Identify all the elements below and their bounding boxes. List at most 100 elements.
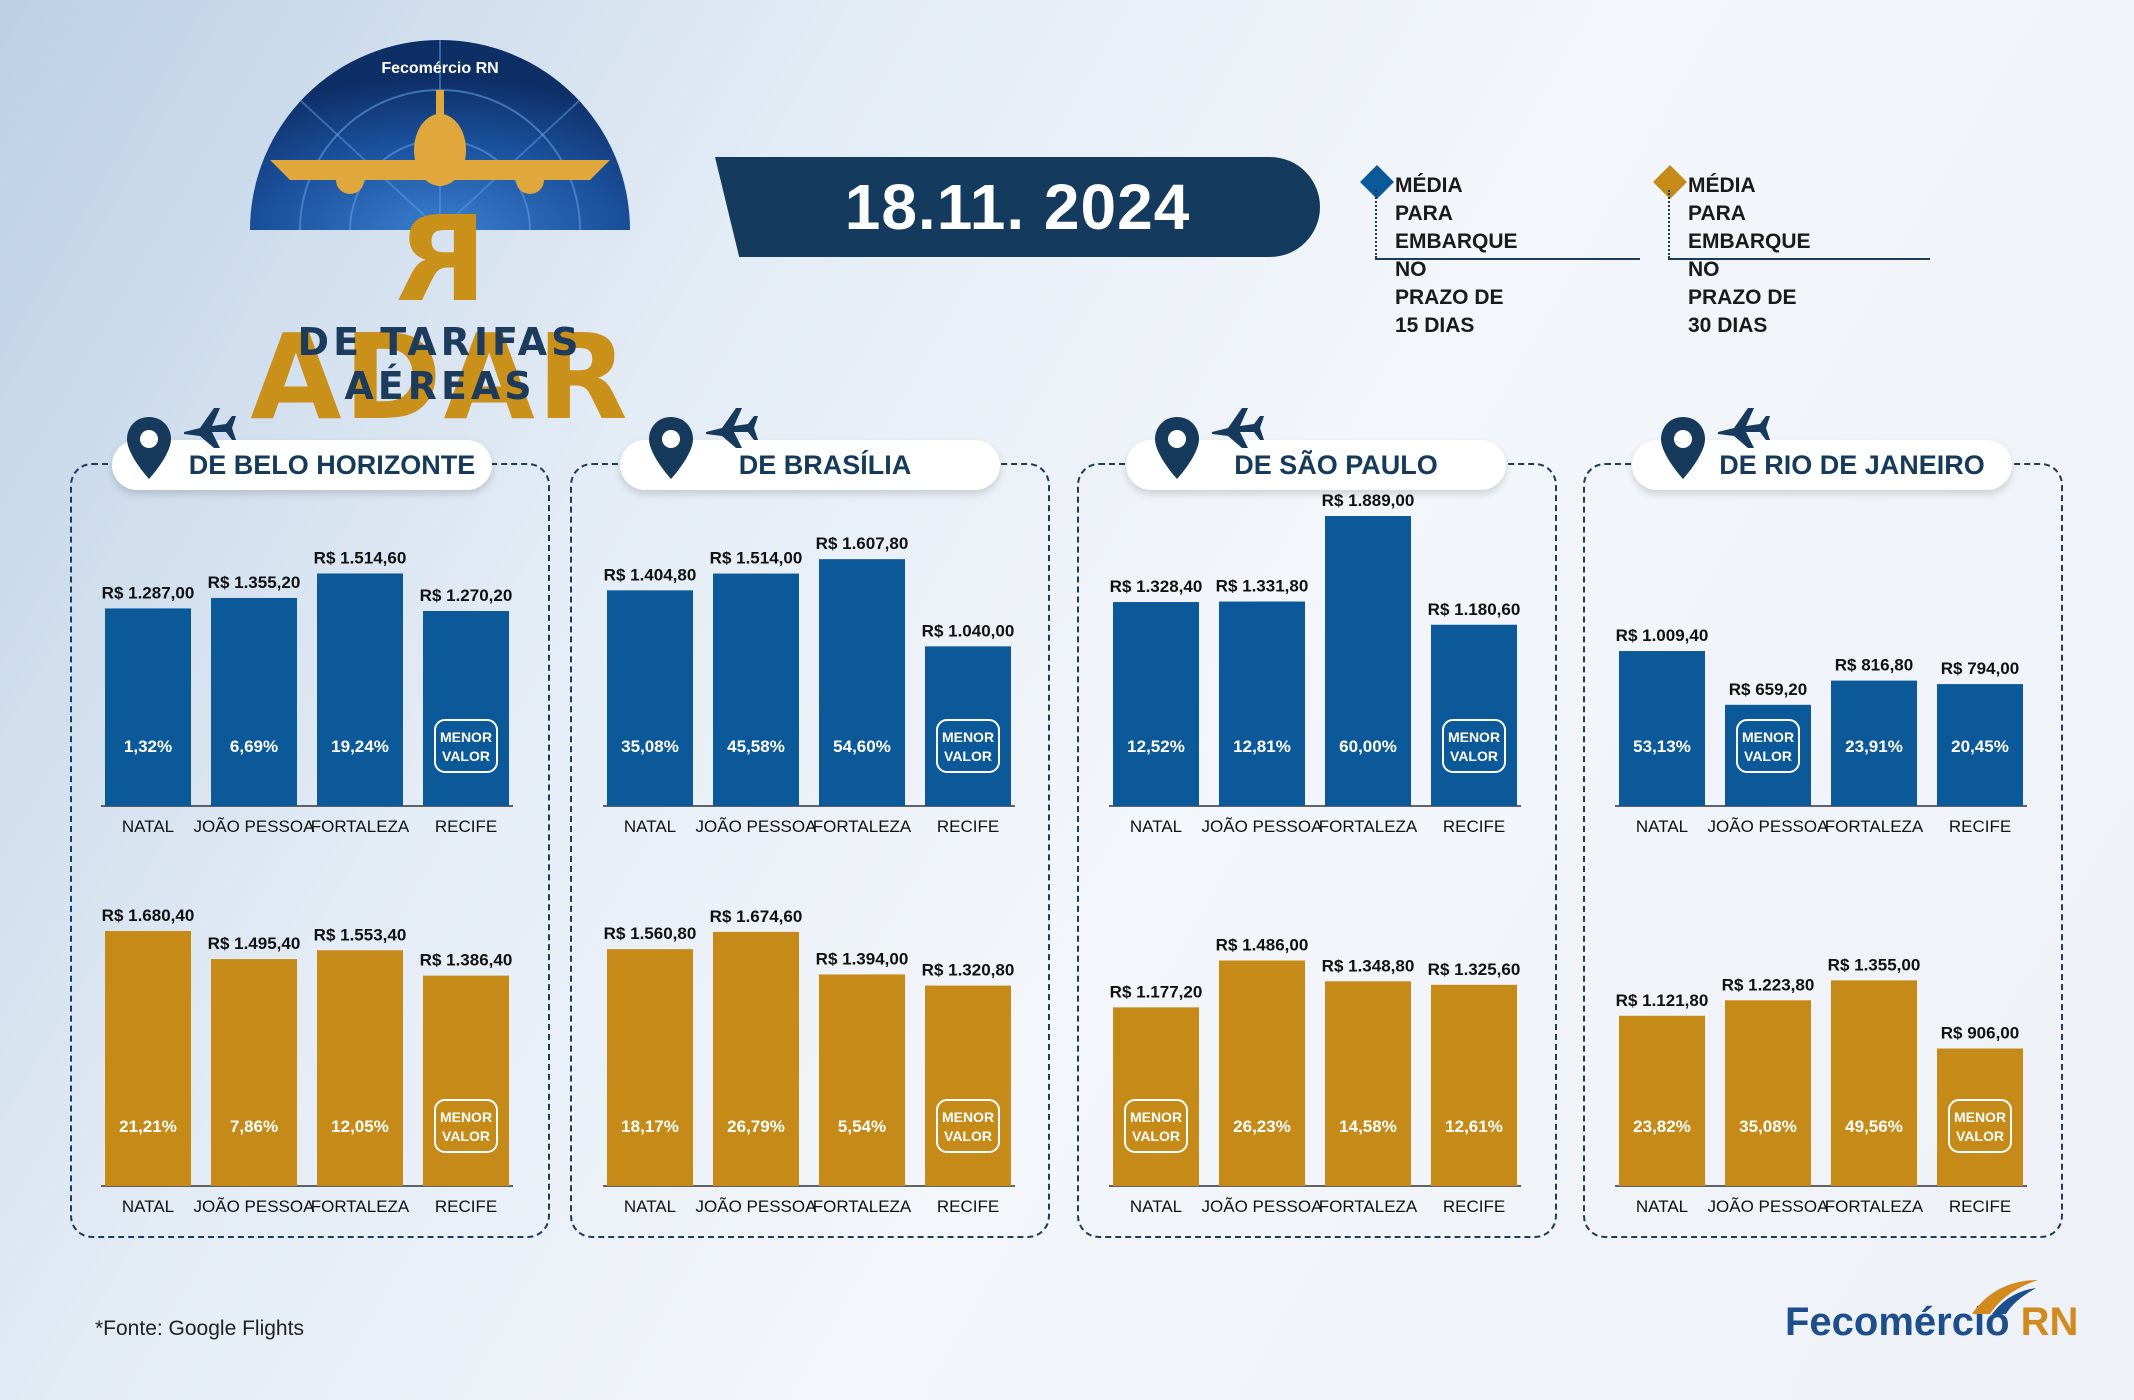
bar (1325, 516, 1411, 806)
bar-percent-label: 20,45% (1951, 737, 2009, 756)
logo-brand: Fecomércio RN (381, 60, 499, 77)
bar-value-label: R$ 1.355,20 (208, 573, 301, 592)
category-label: JOÃO PESSOA (1202, 1197, 1324, 1216)
category-label: JOÃO PESSOA (1202, 817, 1324, 836)
category-label: RECIFE (937, 817, 999, 836)
lowest-badge-text: VALOR (1132, 1128, 1180, 1144)
lowest-badge-text: VALOR (1744, 748, 1792, 764)
category-label: NATAL (1130, 817, 1182, 836)
lowest-badge (936, 719, 1000, 773)
category-label: JOÃO PESSOA (1708, 1197, 1830, 1216)
bar-percent-label: 19,24% (331, 737, 389, 756)
bar-percent-label: 12,61% (1445, 1117, 1503, 1136)
category-label: FORTALEZA (813, 1197, 912, 1216)
bar (211, 959, 297, 1186)
bar-percent-label: 49,56% (1845, 1117, 1903, 1136)
bar-value-label: R$ 1.674,60 (710, 907, 803, 926)
airplane-icon (1718, 408, 1770, 448)
logo-subtitle: DE TARIFAS AÉREAS (297, 320, 583, 408)
date-text: 18.11. 2024 (844, 171, 1191, 243)
bar (713, 931, 799, 1186)
bar (317, 573, 403, 806)
bar-percent-label: 26,23% (1233, 1117, 1291, 1136)
panel-title: DE SÃO PAULO (1234, 449, 1438, 480)
date-banner: 18.11. 2024 (715, 157, 1320, 257)
bar (1725, 1000, 1811, 1186)
airplane-icon (706, 408, 758, 448)
lowest-badge-text: MENOR (440, 1109, 492, 1125)
lowest-badge-text: MENOR (942, 729, 994, 745)
bar (713, 573, 799, 806)
wing-logo-icon (1972, 1280, 2038, 1314)
bar-value-label: R$ 1.404,80 (604, 565, 697, 584)
bar-percent-label: 5,54% (838, 1117, 886, 1136)
panel-title: DE BRASÍLIA (738, 449, 912, 480)
map-pin-icon (1661, 417, 1705, 479)
bar-percent-label: 7,86% (230, 1117, 278, 1136)
panel-title-tab: DE BELO HORIZONTE (112, 440, 492, 490)
bar-value-label: R$ 1.223,80 (1722, 975, 1815, 994)
bar-value-label: R$ 1.121,80 (1616, 991, 1709, 1010)
airplane-icon (184, 408, 236, 448)
bar-value-label: R$ 1.607,80 (816, 534, 909, 553)
map-pin-icon (649, 417, 693, 479)
bar-percent-label: 53,13% (1633, 737, 1691, 756)
lowest-badge (936, 1099, 1000, 1153)
bar (819, 974, 905, 1186)
bar-percent-label: 35,08% (1739, 1117, 1797, 1136)
bar-value-label: R$ 1.889,00 (1322, 491, 1415, 510)
bar (1937, 1048, 2023, 1186)
bar-value-label: R$ 1.348,80 (1322, 956, 1415, 975)
bar (423, 610, 509, 806)
bar (1725, 704, 1811, 806)
logo-title: RADAR (250, 190, 630, 446)
legend-label: MÉDIA PARA EMBARQUE NO PRAZO DE 30 DIAS (1688, 174, 1811, 337)
category-label: FORTALEZA (311, 817, 410, 836)
bar-value-label: R$ 794,00 (1941, 659, 2019, 678)
bar-percent-label: 12,81% (1233, 737, 1291, 756)
bar (1831, 980, 1917, 1186)
bar-value-label: R$ 1.177,20 (1110, 982, 1203, 1001)
lowest-badge (1442, 719, 1506, 773)
bar-value-label: R$ 1.331,80 (1216, 577, 1309, 596)
bar-percent-label: 26,79% (727, 1117, 785, 1136)
bar (1831, 680, 1917, 806)
lowest-badge-text: VALOR (1956, 1128, 2004, 1144)
bar-value-label: R$ 1.495,40 (208, 934, 301, 953)
airplane-icon (1212, 408, 1264, 448)
bar-value-label: R$ 1.560,80 (604, 924, 697, 943)
bar (1219, 960, 1305, 1186)
bar (1113, 1007, 1199, 1186)
category-label: RECIFE (1443, 817, 1505, 836)
lowest-badge-text: MENOR (1742, 729, 1794, 745)
lowest-badge-text: VALOR (1450, 748, 1498, 764)
bar-percent-label: 54,60% (833, 737, 891, 756)
bar-value-label: R$ 1.040,00 (922, 621, 1015, 640)
bar (211, 597, 297, 806)
bar-value-label: R$ 1.680,40 (102, 906, 195, 925)
category-label: FORTALEZA (1319, 1197, 1418, 1216)
category-label: NATAL (122, 817, 174, 836)
category-label: NATAL (1130, 1197, 1182, 1216)
bar-value-label: R$ 659,20 (1729, 680, 1807, 699)
category-label: RECIFE (435, 1197, 497, 1216)
bar-percent-label: 21,21% (119, 1117, 177, 1136)
lowest-badge-text: MENOR (1448, 729, 1500, 745)
category-label: NATAL (1636, 1197, 1688, 1216)
legend-label: MÉDIA PARA EMBARQUE NO PRAZO DE 15 DIAS (1395, 174, 1518, 337)
lowest-badge (1948, 1099, 2012, 1153)
lowest-badge-text: MENOR (440, 729, 492, 745)
bar-percent-label: 23,82% (1633, 1117, 1691, 1136)
map-pin-icon (1155, 417, 1199, 479)
bar-percent-label: 18,17% (621, 1117, 679, 1136)
panel-title: DE RIO DE JANEIRO (1719, 449, 1985, 480)
category-label: FORTALEZA (1825, 817, 1924, 836)
bar (1325, 981, 1411, 1186)
category-label: RECIFE (1949, 1197, 2011, 1216)
category-label: FORTALEZA (311, 1197, 410, 1216)
bar-percent-label: 12,52% (1127, 737, 1185, 756)
bar-percent-label: 6,69% (230, 737, 278, 756)
bar-percent-label: 45,58% (727, 737, 785, 756)
lowest-badge-text: VALOR (944, 1128, 992, 1144)
category-label: NATAL (1636, 817, 1688, 836)
